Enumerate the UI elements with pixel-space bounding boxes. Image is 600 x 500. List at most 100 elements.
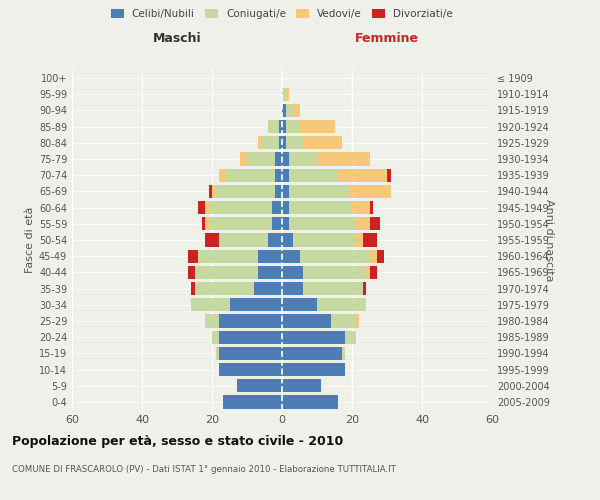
Bar: [303, 282, 362, 295]
Bar: [194, 282, 254, 295]
Bar: [282, 136, 286, 149]
Bar: [282, 314, 331, 328]
Bar: [219, 314, 282, 328]
Bar: [282, 396, 338, 408]
Bar: [282, 152, 289, 166]
Bar: [282, 266, 303, 279]
Bar: [355, 217, 370, 230]
Bar: [257, 266, 282, 279]
Bar: [286, 88, 289, 101]
Bar: [370, 201, 373, 214]
Bar: [289, 201, 352, 214]
Bar: [289, 168, 338, 182]
Bar: [261, 136, 278, 149]
Bar: [268, 120, 278, 134]
Bar: [282, 282, 303, 295]
Bar: [293, 234, 355, 246]
Bar: [286, 104, 293, 117]
Bar: [289, 185, 349, 198]
Bar: [212, 185, 215, 198]
Bar: [355, 314, 359, 328]
Text: Popolazione per età, sesso e stato civile - 2010: Popolazione per età, sesso e stato civil…: [12, 435, 343, 448]
Bar: [289, 152, 317, 166]
Bar: [219, 168, 226, 182]
Bar: [370, 250, 377, 263]
Bar: [202, 217, 205, 230]
Bar: [362, 282, 366, 295]
Bar: [282, 346, 341, 360]
Bar: [219, 363, 282, 376]
Bar: [370, 266, 377, 279]
Bar: [268, 234, 282, 246]
Bar: [282, 250, 299, 263]
Bar: [247, 152, 275, 166]
Bar: [275, 152, 282, 166]
Bar: [289, 217, 355, 230]
Bar: [282, 298, 317, 312]
Bar: [282, 120, 286, 134]
Bar: [352, 201, 370, 214]
Bar: [187, 266, 194, 279]
Bar: [240, 152, 247, 166]
Bar: [271, 217, 282, 230]
Bar: [282, 363, 345, 376]
Y-axis label: Anni di nascita: Anni di nascita: [544, 198, 554, 281]
Bar: [299, 250, 370, 263]
Bar: [362, 234, 377, 246]
Bar: [299, 120, 335, 134]
Bar: [209, 201, 271, 214]
Bar: [205, 217, 209, 230]
Bar: [370, 217, 380, 230]
Bar: [286, 136, 303, 149]
Bar: [205, 234, 219, 246]
Bar: [275, 185, 282, 198]
Bar: [271, 201, 282, 214]
Bar: [349, 185, 391, 198]
Bar: [282, 234, 293, 246]
Bar: [293, 104, 299, 117]
Bar: [191, 298, 229, 312]
Bar: [236, 379, 282, 392]
Bar: [194, 266, 257, 279]
Bar: [223, 396, 282, 408]
Bar: [286, 120, 299, 134]
Bar: [282, 330, 345, 344]
Bar: [187, 250, 198, 263]
Bar: [215, 346, 219, 360]
Bar: [377, 250, 383, 263]
Text: COMUNE DI FRASCAROLO (PV) - Dati ISTAT 1° gennaio 2010 - Elaborazione TUTTITALIA: COMUNE DI FRASCAROLO (PV) - Dati ISTAT 1…: [12, 465, 396, 474]
Bar: [205, 201, 209, 214]
Bar: [219, 330, 282, 344]
Bar: [212, 330, 219, 344]
Text: Maschi: Maschi: [152, 32, 202, 45]
Bar: [278, 120, 282, 134]
Bar: [198, 250, 257, 263]
Bar: [341, 346, 345, 360]
Bar: [275, 168, 282, 182]
Bar: [215, 185, 275, 198]
Bar: [345, 330, 355, 344]
Legend: Celibi/Nubili, Coniugati/e, Vedovi/e, Divorziati/e: Celibi/Nubili, Coniugati/e, Vedovi/e, Di…: [107, 5, 457, 24]
Bar: [282, 104, 286, 117]
Bar: [278, 136, 282, 149]
Bar: [257, 136, 261, 149]
Bar: [282, 185, 289, 198]
Bar: [282, 201, 289, 214]
Bar: [226, 168, 275, 182]
Bar: [387, 168, 391, 182]
Bar: [205, 314, 219, 328]
Bar: [219, 234, 268, 246]
Bar: [338, 168, 387, 182]
Text: Femmine: Femmine: [355, 32, 419, 45]
Bar: [282, 217, 289, 230]
Bar: [257, 250, 282, 263]
Bar: [254, 282, 282, 295]
Bar: [317, 152, 370, 166]
Bar: [282, 379, 320, 392]
Bar: [191, 282, 194, 295]
Bar: [303, 266, 366, 279]
Bar: [282, 88, 286, 101]
Bar: [282, 168, 289, 182]
Bar: [331, 314, 355, 328]
Bar: [209, 185, 212, 198]
